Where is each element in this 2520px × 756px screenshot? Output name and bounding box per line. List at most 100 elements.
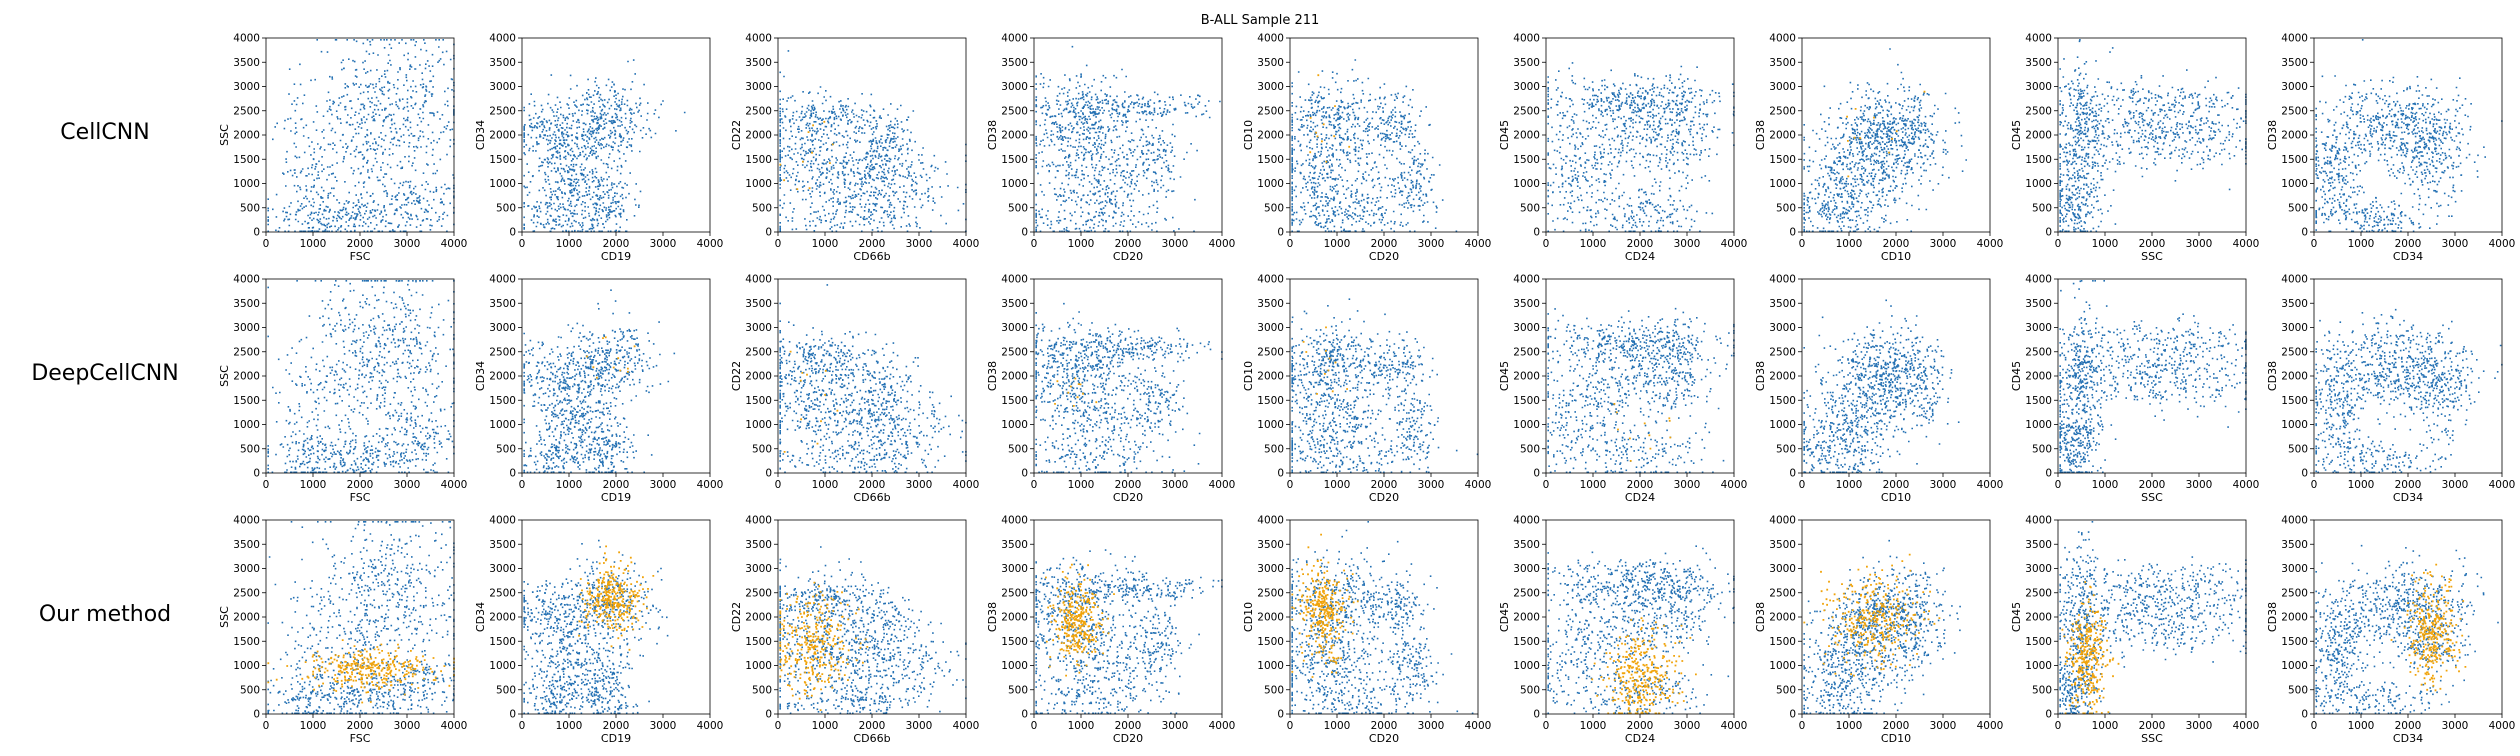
y-tick-label: 2500 <box>1513 346 1540 358</box>
y-tick-label: 0 <box>1789 227 1796 239</box>
x-axis-label: SSC <box>2141 732 2163 745</box>
scatter-panel: 0 500 1000 1500 2000 2500 3000 3500 4000 0 1000 200… <box>1498 274 1747 505</box>
scatter-points-background <box>267 39 455 233</box>
y-axis-label: CD45 <box>1498 602 1511 632</box>
scatter-points-background <box>779 546 967 715</box>
x-tick-label: 0 <box>1031 238 1038 250</box>
y-tick-label: 2500 <box>745 105 772 117</box>
y-tick-label: 2500 <box>2281 587 2308 599</box>
y-tick-label: 3000 <box>233 81 260 93</box>
scatter-panel: 0 500 1000 1500 2000 2500 3000 3500 4000 0 1000 200… <box>1242 274 1491 505</box>
y-tick-label: 500 <box>1264 202 1284 214</box>
x-tick-label: 3000 <box>2186 720 2213 732</box>
x-axis-label: CD20 <box>1113 732 1143 745</box>
x-tick-label: 1000 <box>1068 720 1095 732</box>
x-tick-label: 0 <box>1031 479 1038 491</box>
x-tick-label: 3000 <box>1162 720 1189 732</box>
scatter-points-background <box>779 50 967 233</box>
y-tick-label: 4000 <box>1001 274 1028 286</box>
y-tick-label: 1000 <box>745 178 772 190</box>
y-tick-label: 1000 <box>1513 419 1540 431</box>
y-tick-label: 2000 <box>2281 612 2308 624</box>
y-axis-label: CD45 <box>2010 120 2023 150</box>
scatter-panel: 0 500 1000 1500 2000 2500 3000 3500 4000 0 1000 200… <box>1242 515 1491 746</box>
y-axis-label: CD38 <box>2266 361 2279 391</box>
y-tick-label: 2500 <box>489 587 516 599</box>
y-tick-label: 2000 <box>745 130 772 142</box>
y-tick-label: 2500 <box>1001 346 1028 358</box>
x-tick-label: 2000 <box>2139 238 2166 250</box>
y-tick-label: 3000 <box>1769 81 1796 93</box>
x-tick-label: 4000 <box>2233 238 2260 250</box>
scatter-points-background <box>779 284 967 474</box>
y-tick-label: 0 <box>509 709 516 721</box>
x-tick-label: 3000 <box>650 720 677 732</box>
scatter-points-background <box>523 539 669 715</box>
y-tick-label: 1500 <box>1257 395 1284 407</box>
scatter-points-background <box>1803 48 1967 233</box>
y-axis-label: CD22 <box>730 602 743 632</box>
scatter-panel: 0 500 1000 1500 2000 2500 3000 3500 4000 0 1000 200… <box>474 33 723 264</box>
scatter-points-background <box>1803 539 1961 715</box>
y-tick-label: 2000 <box>1513 612 1540 624</box>
y-tick-label: 1000 <box>2281 660 2308 672</box>
x-tick-label: 0 <box>2055 720 2062 732</box>
scatter-panel: 0 500 1000 1500 2000 2500 3000 3500 4000 0 1000 200… <box>474 515 723 746</box>
y-tick-label: 3000 <box>1257 322 1284 334</box>
y-tick-label: 1500 <box>1001 154 1028 166</box>
scatter-points-background <box>1291 298 1479 474</box>
x-tick-label: 0 <box>2311 479 2318 491</box>
y-tick-label: 3000 <box>1513 81 1540 93</box>
y-tick-label: 3500 <box>1001 539 1028 551</box>
y-tick-label: 2000 <box>489 612 516 624</box>
x-tick-label: 4000 <box>1721 479 1748 491</box>
x-tick-label: 2000 <box>603 238 630 250</box>
scatter-panel: 0 500 1000 1500 2000 2500 3000 3500 4000 0 1000 200… <box>1242 33 1491 264</box>
scatter-panel: 0 500 1000 1500 2000 2500 3000 3500 4000 0 1000 200… <box>2266 515 2515 746</box>
x-tick-label: 1000 <box>2092 479 2119 491</box>
axes-frame <box>2313 37 2503 233</box>
x-tick-label: 0 <box>1287 238 1294 250</box>
y-tick-label: 500 <box>1008 202 1028 214</box>
y-tick-label: 500 <box>1776 202 1796 214</box>
y-tick-label: 3000 <box>2025 81 2052 93</box>
y-tick-label: 3000 <box>489 81 516 93</box>
x-tick-label: 1000 <box>1836 238 1863 250</box>
x-tick-label: 1000 <box>2092 238 2119 250</box>
x-tick-label: 3000 <box>1162 238 1189 250</box>
figure-title: B-ALL Sample 211 <box>1201 13 1320 28</box>
x-tick-label: 2000 <box>1371 479 1398 491</box>
y-tick-label: 0 <box>1789 709 1796 721</box>
y-tick-label: 3500 <box>2025 539 2052 551</box>
x-tick-label: 0 <box>1799 238 1806 250</box>
y-tick-label: 500 <box>2288 202 2308 214</box>
x-tick-label: 4000 <box>2233 479 2260 491</box>
x-tick-label: 4000 <box>2489 479 2516 491</box>
x-tick-label: 3000 <box>394 479 421 491</box>
scatter-panel: 0 500 1000 1500 2000 2500 3000 3500 4000 0 1000 200… <box>2010 515 2259 746</box>
x-tick-label: 0 <box>263 238 270 250</box>
x-tick-label: 1000 <box>1068 479 1095 491</box>
y-tick-label: 2500 <box>745 346 772 358</box>
y-tick-label: 3000 <box>1513 563 1540 575</box>
x-tick-label: 3000 <box>394 238 421 250</box>
y-tick-label: 3000 <box>489 563 516 575</box>
x-tick-label: 1000 <box>1580 238 1607 250</box>
x-tick-label: 0 <box>263 720 270 732</box>
x-tick-label: 2000 <box>1115 238 1142 250</box>
x-tick-label: 0 <box>2055 238 2062 250</box>
y-tick-label: 1500 <box>1257 154 1284 166</box>
y-tick-label: 500 <box>1008 684 1028 696</box>
y-tick-label: 3000 <box>2025 563 2052 575</box>
row-label-our-method: Our method <box>39 602 171 627</box>
scatter-points-background <box>267 521 455 715</box>
scatter-points-background <box>2059 39 2247 233</box>
y-axis-label: CD45 <box>2010 602 2023 632</box>
y-tick-label: 500 <box>752 443 772 455</box>
scatter-panel: 0 500 1000 1500 2000 2500 3000 3500 4000 0 1000 200… <box>730 274 979 505</box>
scatter-points-highlighted <box>1613 403 1672 462</box>
axes-frame <box>1033 519 1223 715</box>
x-tick-label: 3000 <box>1674 238 1701 250</box>
y-tick-label: 3500 <box>233 298 260 310</box>
x-tick-label: 3000 <box>1418 479 1445 491</box>
